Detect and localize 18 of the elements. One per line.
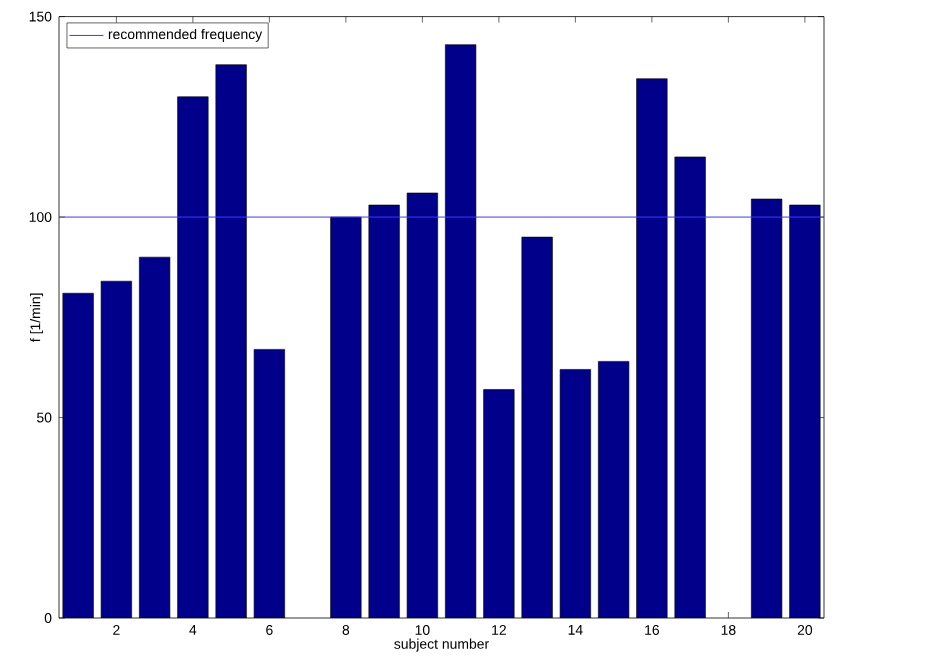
bar (559, 369, 591, 618)
bar (139, 256, 171, 618)
bar (368, 204, 400, 618)
bar (674, 156, 706, 618)
bar (483, 389, 515, 618)
bar (177, 96, 209, 618)
bar (215, 64, 247, 618)
bar (751, 198, 783, 618)
bar (598, 361, 630, 618)
bar (636, 78, 668, 618)
bar (253, 349, 285, 618)
bar (445, 44, 477, 618)
bar (62, 292, 94, 618)
bar (789, 204, 821, 618)
bar (100, 280, 132, 618)
bar (406, 192, 438, 618)
bar (521, 236, 553, 618)
bar (330, 217, 362, 618)
